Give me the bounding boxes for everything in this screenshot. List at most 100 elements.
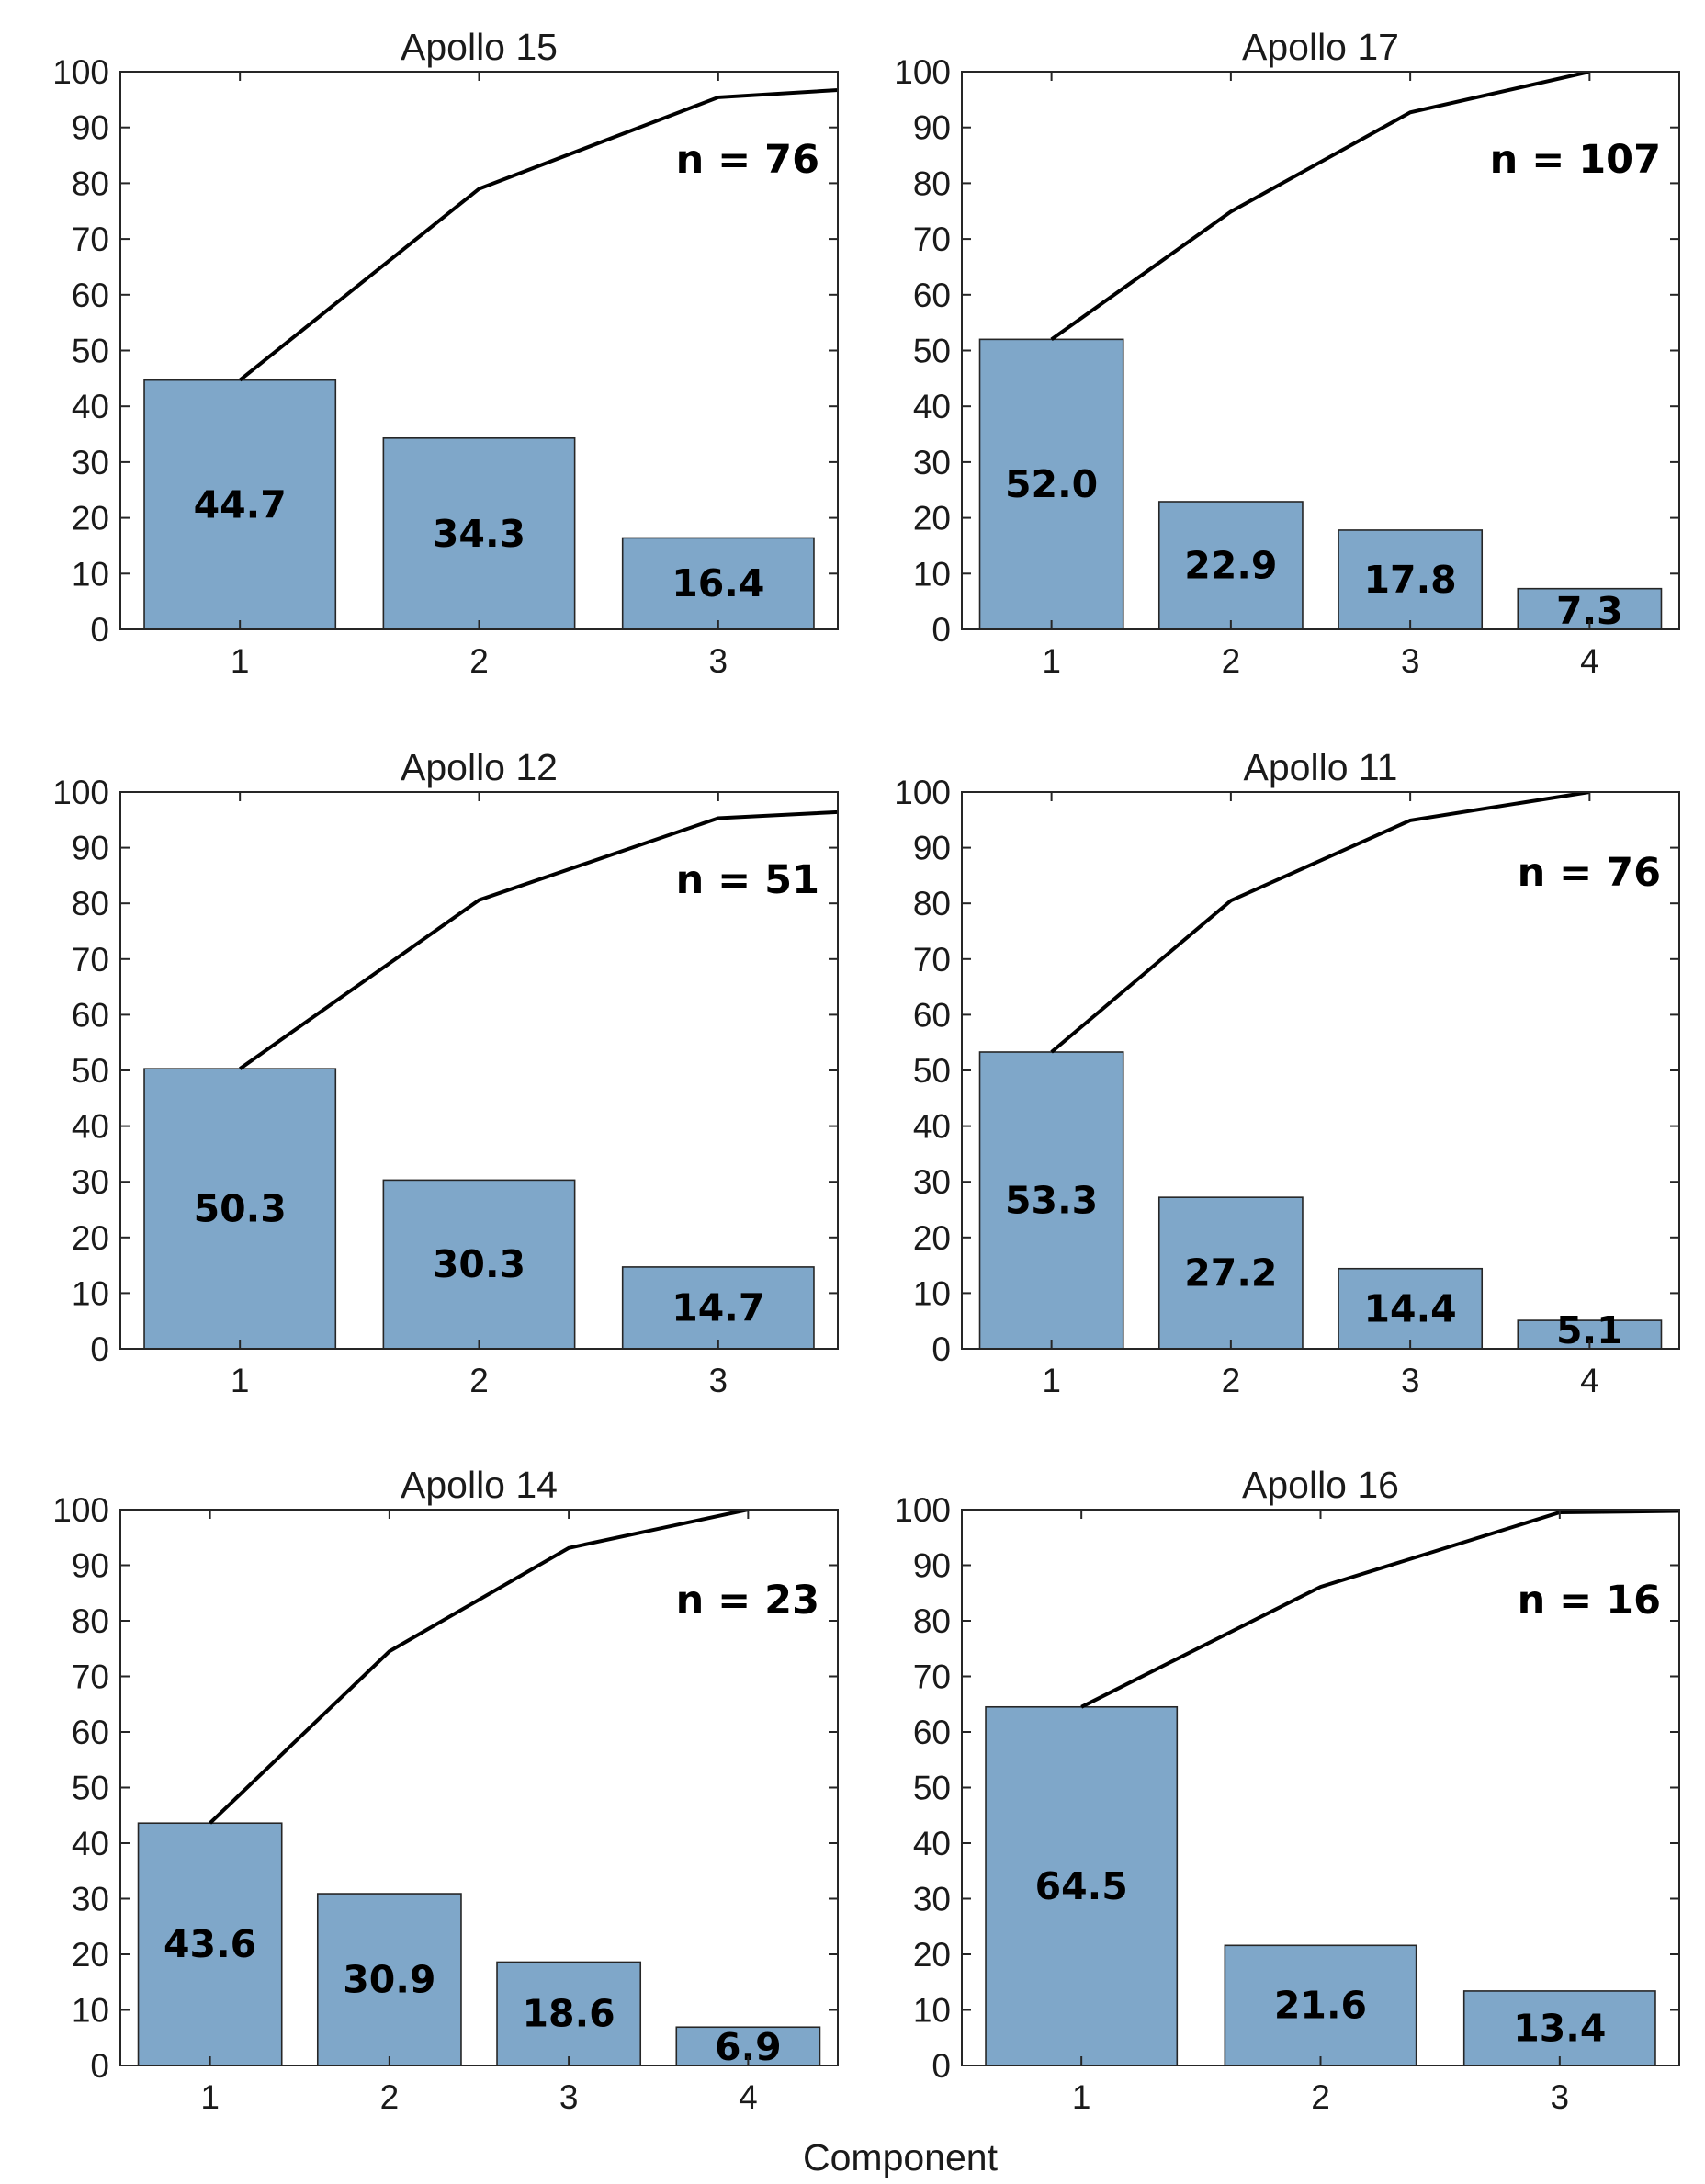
x-tick-label: 3 xyxy=(709,642,728,680)
bar-value-label: 53.3 xyxy=(1005,1179,1098,1223)
y-tick-label: 0 xyxy=(932,2047,951,2085)
sample-size-label: n = 16 xyxy=(1518,1578,1661,1624)
y-tick-label: 60 xyxy=(72,277,109,314)
bar xyxy=(621,1266,815,1350)
y-tick-label: 70 xyxy=(913,221,951,258)
y-tick-label: 80 xyxy=(913,1602,951,1640)
bar-value-label: 50.3 xyxy=(194,1187,287,1231)
y-tick-label: 30 xyxy=(913,444,951,481)
x-tick-label: 2 xyxy=(1311,2078,1330,2116)
bar xyxy=(1517,1319,1663,1350)
x-tick-label: 2 xyxy=(469,1362,489,1399)
chart-title: Apollo 12 xyxy=(401,746,558,788)
y-tick-label: 20 xyxy=(913,1219,951,1257)
bar xyxy=(1338,1267,1484,1350)
x-tick-label: 1 xyxy=(231,642,250,680)
y-tick-label: 40 xyxy=(72,1825,109,1862)
y-tick-label: 60 xyxy=(913,996,951,1034)
bar xyxy=(143,379,337,630)
bar-value-label: 13.4 xyxy=(1513,2006,1606,2050)
bar xyxy=(137,1822,283,2066)
y-tick-label: 80 xyxy=(913,164,951,202)
y-tick-label: 20 xyxy=(913,500,951,538)
x-tick-label: 1 xyxy=(1072,2078,1091,2116)
bar-value-label: 64.5 xyxy=(1035,1864,1128,1908)
chart-panel: 64.5 21.6 13.4 0 10 20 30 40 50 60 70 80 90 100 1 2 3 Apo… xyxy=(894,1464,1680,2116)
x-tick-label: 1 xyxy=(231,1362,250,1399)
sample-size-label: n = 76 xyxy=(676,137,819,183)
y-tick-label: 0 xyxy=(90,2047,109,2085)
y-tick-label: 0 xyxy=(932,611,951,649)
chart-title: Apollo 11 xyxy=(1244,746,1398,788)
y-tick-label: 50 xyxy=(72,333,109,370)
y-tick-label: 100 xyxy=(894,1491,951,1529)
x-tick-label: 3 xyxy=(709,1362,728,1399)
y-tick-label: 90 xyxy=(913,830,951,867)
y-tick-label: 50 xyxy=(913,1052,951,1090)
y-tick-label: 30 xyxy=(72,1163,109,1201)
y-tick-label: 90 xyxy=(913,1547,951,1585)
bar-value-label: 17.8 xyxy=(1364,558,1457,602)
bar xyxy=(382,1179,576,1350)
sample-size-label: n = 107 xyxy=(1490,137,1661,183)
x-tick-label: 1 xyxy=(1042,642,1061,680)
x-tick-label: 2 xyxy=(1222,642,1241,680)
y-tick-label: 60 xyxy=(913,1714,951,1751)
bar xyxy=(985,1705,1179,2066)
x-tick-label: 1 xyxy=(1042,1362,1061,1399)
bar-value-label: 30.9 xyxy=(343,1958,435,2002)
y-tick-label: 40 xyxy=(913,388,951,425)
bar xyxy=(621,537,815,630)
y-tick-label: 10 xyxy=(913,555,951,593)
y-tick-label: 30 xyxy=(913,1163,951,1201)
bar-value-label: 44.7 xyxy=(194,482,287,526)
y-tick-label: 80 xyxy=(72,1602,109,1640)
y-tick-label: 40 xyxy=(72,1108,109,1146)
bar xyxy=(382,436,576,630)
cumulative-line xyxy=(1050,792,1590,1054)
bar xyxy=(316,1893,462,2066)
bar-value-label: 43.6 xyxy=(164,1922,256,1966)
y-tick-label: 70 xyxy=(72,941,109,979)
y-tick-label: 30 xyxy=(913,1881,951,1918)
y-tick-label: 20 xyxy=(72,1936,109,1974)
y-tick-label: 10 xyxy=(72,555,109,593)
y-tick-label: 70 xyxy=(72,1658,109,1696)
y-tick-label: 100 xyxy=(894,53,951,91)
bar-value-label: 22.9 xyxy=(1184,543,1277,587)
y-tick-label: 20 xyxy=(72,500,109,538)
y-tick-label: 70 xyxy=(913,941,951,979)
bar-value-label: 14.4 xyxy=(1364,1286,1457,1330)
y-tick-label: 50 xyxy=(72,1052,109,1090)
bar xyxy=(1338,529,1484,630)
bar-value-label: 30.3 xyxy=(433,1242,525,1286)
cumulative-line xyxy=(1080,1510,1679,1709)
bar xyxy=(978,1051,1124,1350)
y-tick-label: 90 xyxy=(72,1547,109,1585)
y-tick-label: 10 xyxy=(913,1274,951,1312)
chart-title: Apollo 14 xyxy=(401,1464,558,1506)
y-tick-label: 10 xyxy=(72,1274,109,1312)
bar-value-label: 27.2 xyxy=(1184,1251,1277,1296)
chart-panel: 44.7 34.3 16.4 0 10 20 30 40 50 60 70 80 90 100 1 2 3 Apo… xyxy=(52,26,839,680)
bar-value-label: 21.6 xyxy=(1274,1984,1367,2028)
y-tick-label: 50 xyxy=(913,333,951,370)
y-tick-label: 40 xyxy=(913,1108,951,1146)
y-tick-label: 90 xyxy=(913,109,951,147)
y-tick-label: 100 xyxy=(52,1491,109,1529)
y-tick-label: 90 xyxy=(72,109,109,147)
x-axis-label: Component xyxy=(803,2136,999,2178)
bar xyxy=(143,1068,337,1350)
y-tick-label: 80 xyxy=(913,885,951,922)
y-tick-label: 0 xyxy=(90,1330,109,1368)
y-tick-label: 50 xyxy=(913,1770,951,1807)
bar-value-label: 34.3 xyxy=(433,512,525,556)
y-tick-label: 40 xyxy=(913,1825,951,1862)
bar xyxy=(978,338,1124,630)
bar xyxy=(496,1961,642,2066)
chart-title: Apollo 17 xyxy=(1242,26,1399,68)
chart-title: Apollo 15 xyxy=(401,26,558,68)
x-tick-label: 3 xyxy=(1401,642,1420,680)
